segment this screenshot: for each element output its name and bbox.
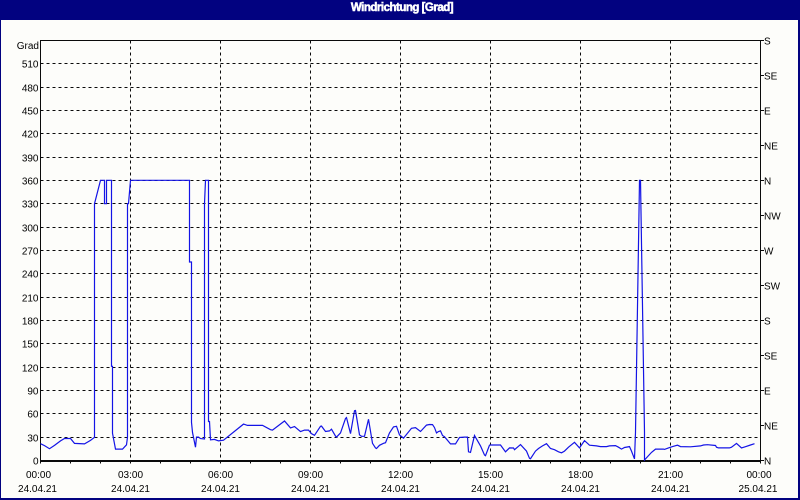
- svg-text:60: 60: [27, 410, 39, 421]
- svg-text:24.04.21: 24.04.21: [111, 484, 150, 495]
- svg-text:21:00: 21:00: [658, 470, 683, 481]
- svg-text:270: 270: [22, 247, 39, 258]
- svg-text:120: 120: [22, 364, 39, 375]
- svg-text:00:00: 00:00: [746, 470, 771, 481]
- svg-text:15:00: 15:00: [478, 470, 503, 481]
- svg-text:SE: SE: [764, 72, 778, 83]
- svg-text:12:00: 12:00: [388, 470, 413, 481]
- svg-text:06:00: 06:00: [208, 470, 233, 481]
- svg-text:24.04.21: 24.04.21: [651, 484, 690, 495]
- svg-text:25.04.21: 25.04.21: [739, 484, 778, 495]
- svg-text:W: W: [764, 247, 774, 258]
- svg-text:450: 450: [22, 107, 39, 118]
- svg-text:480: 480: [22, 84, 39, 95]
- svg-text:E: E: [764, 387, 771, 398]
- svg-text:300: 300: [22, 224, 39, 235]
- svg-text:NE: NE: [764, 142, 778, 153]
- svg-text:Grad: Grad: [17, 41, 39, 52]
- svg-text:00:00: 00:00: [26, 470, 51, 481]
- svg-text:390: 390: [22, 154, 39, 165]
- svg-text:24.04.21: 24.04.21: [201, 484, 240, 495]
- svg-text:30: 30: [27, 434, 39, 445]
- svg-text:180: 180: [22, 317, 39, 328]
- svg-text:510: 510: [22, 60, 39, 71]
- svg-text:E: E: [764, 107, 771, 118]
- svg-text:S: S: [764, 37, 771, 48]
- svg-text:N: N: [764, 177, 771, 188]
- svg-text:09:00: 09:00: [298, 470, 323, 481]
- svg-text:24.04.21: 24.04.21: [471, 484, 510, 495]
- svg-text:03:00: 03:00: [118, 470, 143, 481]
- svg-text:24.04.21: 24.04.21: [291, 484, 330, 495]
- svg-text:24.04.21: 24.04.21: [381, 484, 420, 495]
- svg-text:90: 90: [27, 387, 39, 398]
- svg-text:SE: SE: [764, 352, 778, 363]
- svg-text:N: N: [764, 457, 771, 468]
- svg-text:24.04.21: 24.04.21: [18, 484, 57, 495]
- svg-text:S: S: [764, 317, 771, 328]
- svg-text:420: 420: [22, 130, 39, 141]
- svg-text:NW: NW: [764, 212, 781, 223]
- svg-text:SW: SW: [764, 282, 781, 293]
- svg-text:0: 0: [33, 457, 39, 468]
- svg-text:360: 360: [22, 177, 39, 188]
- svg-text:150: 150: [22, 340, 39, 351]
- svg-text:NE: NE: [764, 422, 778, 433]
- svg-text:330: 330: [22, 200, 39, 211]
- svg-text:18:00: 18:00: [568, 470, 593, 481]
- svg-text:24.04.21: 24.04.21: [561, 484, 600, 495]
- svg-text:240: 240: [22, 270, 39, 281]
- svg-text:210: 210: [22, 294, 39, 305]
